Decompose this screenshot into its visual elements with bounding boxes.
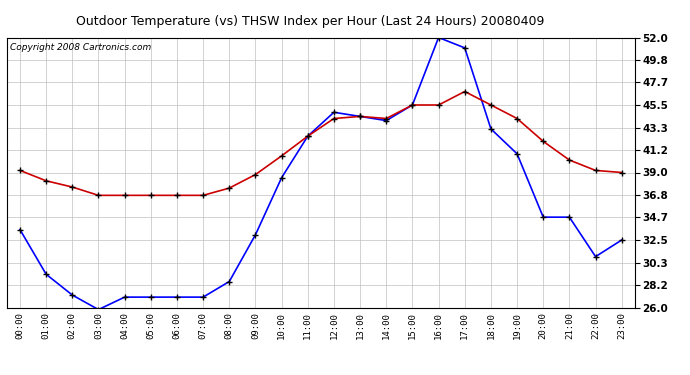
Text: Copyright 2008 Cartronics.com: Copyright 2008 Cartronics.com [10,43,151,52]
Text: Outdoor Temperature (vs) THSW Index per Hour (Last 24 Hours) 20080409: Outdoor Temperature (vs) THSW Index per … [77,15,544,28]
